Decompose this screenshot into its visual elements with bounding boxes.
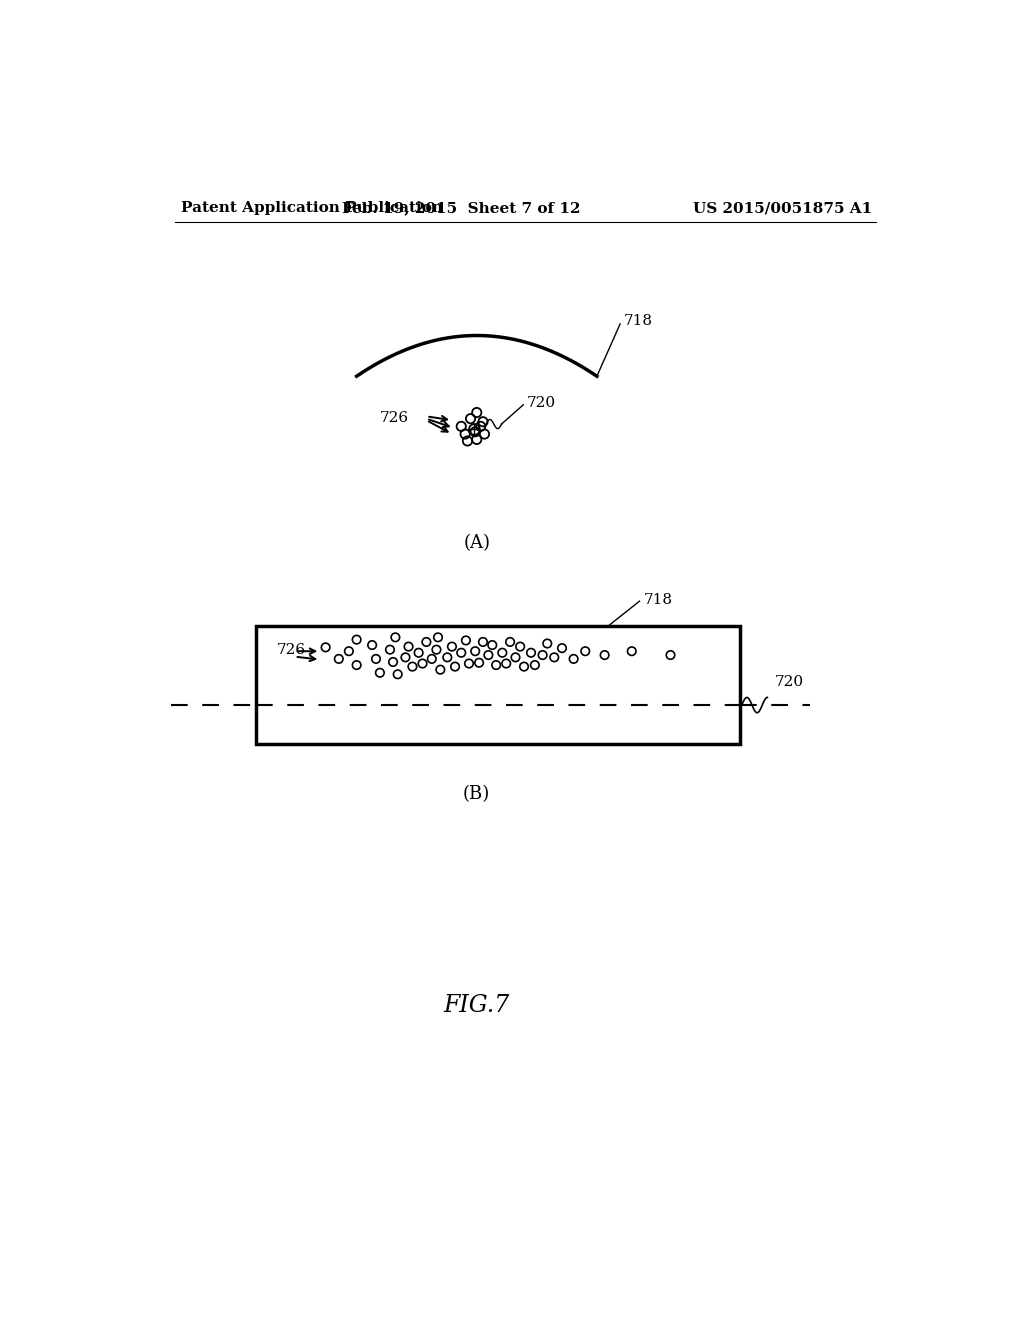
- Text: (A): (A): [463, 535, 490, 552]
- Text: FIG.7: FIG.7: [443, 994, 510, 1016]
- Text: 718: 718: [624, 314, 653, 327]
- Text: 720: 720: [526, 396, 555, 411]
- Text: 726: 726: [380, 411, 409, 425]
- Text: Feb. 19, 2015  Sheet 7 of 12: Feb. 19, 2015 Sheet 7 of 12: [342, 202, 581, 215]
- Text: Patent Application Publication: Patent Application Publication: [180, 202, 442, 215]
- Text: US 2015/0051875 A1: US 2015/0051875 A1: [693, 202, 872, 215]
- Text: (B): (B): [463, 784, 490, 803]
- Bar: [256, 626, 740, 743]
- Text: 726: 726: [276, 643, 306, 657]
- Text: 720: 720: [775, 675, 804, 689]
- Text: 718: 718: [643, 593, 673, 607]
